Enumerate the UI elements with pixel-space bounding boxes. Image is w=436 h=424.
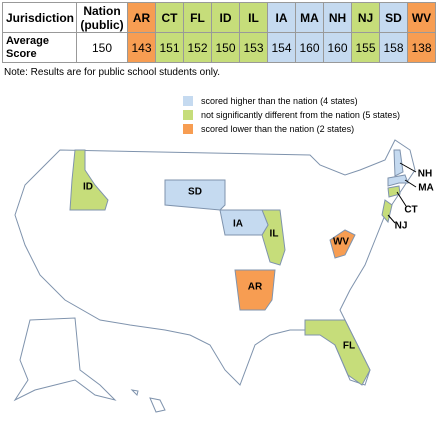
score-cell: 158	[379, 32, 408, 63]
score-cell: 160	[323, 32, 352, 63]
state-label: NH	[418, 169, 432, 180]
score-cell: 155	[351, 32, 380, 63]
score-cell: 138	[407, 32, 436, 63]
header-cell: ID	[211, 2, 240, 33]
score-cell: 143	[127, 32, 156, 63]
state-label: SD	[188, 187, 202, 198]
state-shape	[387, 174, 409, 187]
score-cell: 150	[76, 32, 128, 63]
header-cell: CT	[155, 2, 184, 33]
header-cell: FL	[183, 2, 212, 33]
state-shape	[387, 185, 401, 198]
state-shape	[381, 199, 393, 224]
score-cell: 152	[183, 32, 212, 63]
header-cell: IA	[267, 2, 296, 33]
score-cell: 154	[267, 32, 296, 63]
legend-label: scored higher than the nation (4 states)	[201, 96, 358, 106]
legend-swatch	[183, 96, 193, 106]
score-cell: 151	[155, 32, 184, 63]
state-shape	[261, 209, 286, 266]
header-cell: NJ	[351, 2, 380, 33]
alaska	[13, 317, 117, 402]
hawaii	[149, 397, 166, 413]
score-cell: 160	[295, 32, 324, 63]
state-shape	[69, 149, 109, 211]
leader-line	[399, 162, 417, 173]
state-label: IA	[233, 219, 243, 230]
header-row: Jurisdiction Nation (public) AR CT FL ID IL I…	[2, 2, 436, 33]
legend-label: not significantly different from the nat…	[201, 110, 400, 120]
us-outline	[14, 139, 416, 386]
legend-swatch	[183, 124, 193, 134]
state-shape	[234, 269, 276, 311]
note: Note: Results are for public school stud…	[4, 67, 221, 78]
state-shape	[329, 229, 356, 259]
header-cell: SD	[379, 2, 408, 33]
header-cell: Jurisdiction	[2, 2, 77, 33]
state-label: AR	[248, 282, 263, 293]
header-cell: MA	[295, 2, 324, 33]
state-label: WV	[333, 237, 349, 248]
state-shape	[393, 149, 404, 177]
score-row: Average Score 150 143 151 152 150 153 154 160 1…	[2, 32, 436, 63]
header-cell: AR	[127, 2, 156, 33]
header-cell: NH	[323, 2, 352, 33]
legend-swatch	[183, 110, 193, 120]
state-shape	[219, 209, 269, 236]
header-cell: IL	[239, 2, 268, 33]
state-label: ID	[83, 182, 93, 193]
state-label: NJ	[395, 221, 408, 232]
state-shape	[164, 179, 226, 211]
score-cell: 150	[211, 32, 240, 63]
header-cell: WV	[407, 2, 436, 33]
hawaii	[130, 389, 139, 396]
row-label: Average Score	[2, 32, 77, 63]
state-label: MA	[418, 183, 434, 194]
score-table: Jurisdiction Nation (public) AR CT FL ID IL I…	[2, 2, 436, 63]
state-label: IL	[270, 229, 279, 240]
state-label: FL	[343, 341, 355, 352]
state-label: CT	[404, 205, 417, 216]
leader-line	[387, 214, 396, 224]
legend-label: scored lower than the nation (2 states)	[201, 124, 354, 134]
header-cell: Nation (public)	[76, 2, 128, 33]
leader-line	[396, 191, 407, 207]
state-shape	[304, 319, 371, 386]
score-cell: 153	[239, 32, 268, 63]
leader-line	[404, 179, 417, 188]
